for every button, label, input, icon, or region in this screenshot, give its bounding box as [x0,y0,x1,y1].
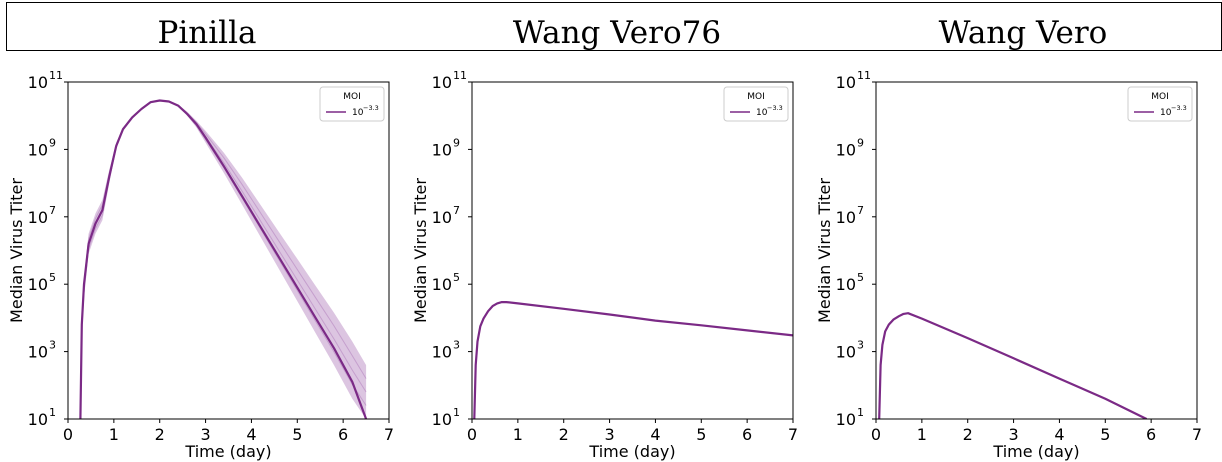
y-tick-exponent: 3 [49,339,56,352]
y-tick-label: 10 [836,140,856,159]
x-tick-label: 5 [1100,425,1110,444]
legend: MOI 10 −3.3 [723,86,789,122]
x-tick-label: 0 [63,425,73,444]
x-tick-label: 1 [109,425,119,444]
y-tick-label: 10 [836,73,856,92]
y-tick-exponent: 5 [857,271,864,284]
legend-label-exponent: −3.3 [1171,104,1187,112]
x-tick-label: 1 [917,425,927,444]
plot-area [79,99,368,419]
axes-frame [67,81,390,420]
axes-frame [471,81,794,420]
spread-line-3 [79,99,367,419]
y-tick-label: 10 [836,343,856,362]
series-line [878,312,1148,419]
y-tick-exponent: 5 [453,271,460,284]
legend-label-base: 10 [756,108,768,118]
x-tick-label: 0 [871,425,881,444]
x-tick-label: 7 [1192,425,1202,444]
y-tick-exponent: 11 [857,69,871,82]
plot-area [878,312,1148,419]
y-tick-exponent: 7 [49,204,56,217]
y-tick-label: 10 [28,140,48,159]
x-axis-label: Time (day) [588,442,675,461]
legend-title: MOI [1151,92,1169,102]
x-tick-label: 3 [1008,425,1018,444]
x-tick-label: 6 [338,425,348,444]
legend-title: MOI [343,92,361,102]
y-tick-exponent: 11 [49,69,63,82]
y-axis-label: Median Virus Titer [7,178,26,323]
x-tick-label: 7 [788,425,798,444]
x-tick-label: 7 [384,425,394,444]
y-tick-exponent: 11 [453,69,467,82]
panel-title-wang-vero76: Wang Vero76 [512,15,722,51]
legend: MOI 10 −3.3 [319,86,385,122]
y-tick-exponent: 1 [453,406,460,419]
legend-label-exponent: −3.3 [767,104,783,112]
title-bar: Pinilla Wang Vero76 Wang Vero [6,2,1222,51]
y-tick-label: 10 [432,343,452,362]
x-tick-label: 1 [513,425,523,444]
x-tick-label: 3 [604,425,614,444]
x-tick-label: 6 [742,425,752,444]
y-tick-exponent: 3 [857,339,864,352]
y-tick-exponent: 3 [453,339,460,352]
y-tick-label: 10 [28,410,48,429]
series-line [79,99,368,419]
y-tick-label: 10 [836,275,856,294]
y-tick-label: 10 [432,208,452,227]
x-tick-label: 5 [292,425,302,444]
axes-frame [875,81,1198,420]
x-axis-label: Time (day) [992,442,1079,461]
x-tick-label: 3 [200,425,210,444]
x-axis-label: Time (day) [184,442,271,461]
uncertainty-band [80,100,367,419]
y-tick-label: 10 [28,343,48,362]
y-tick-exponent: 7 [857,204,864,217]
legend-label-base: 10 [1160,108,1172,118]
y-tick-label: 10 [28,208,48,227]
y-tick-exponent: 1 [857,406,864,419]
y-tick-label: 10 [432,275,452,294]
y-tick-label: 10 [28,73,48,92]
x-tick-label: 2 [155,425,165,444]
x-tick-label: 4 [650,425,660,444]
y-axis-label: Median Virus Titer [411,178,430,323]
y-tick-label: 10 [432,410,452,429]
y-tick-exponent: 9 [453,136,460,149]
legend-label-base: 10 [352,108,364,118]
legend: MOI 10 −3.3 [1127,86,1193,122]
x-tick-label: 2 [559,425,569,444]
x-tick-label: 0 [467,425,477,444]
spread-line-1 [79,100,367,419]
y-tick-exponent: 9 [857,136,864,149]
y-tick-label: 10 [836,410,856,429]
panel-title-pinilla: Pinilla [157,15,257,51]
x-tick-label: 6 [1146,425,1156,444]
spread-line-2 [79,99,367,419]
y-tick-exponent: 7 [453,204,460,217]
y-tick-label: 10 [836,208,856,227]
plot-area [473,301,793,419]
y-tick-exponent: 5 [49,271,56,284]
y-tick-exponent: 9 [49,136,56,149]
y-axis-label: Median Virus Titer [815,178,834,323]
y-tick-label: 10 [432,73,452,92]
legend-title: MOI [747,92,765,102]
y-tick-label: 10 [28,275,48,294]
panel-title-wang-vero: Wang Vero [938,15,1108,51]
series-line [473,301,793,419]
x-tick-label: 4 [246,425,256,444]
x-tick-label: 4 [1054,425,1064,444]
y-tick-label: 10 [432,140,452,159]
x-tick-label: 2 [963,425,973,444]
y-tick-exponent: 1 [49,406,56,419]
legend-label-exponent: −3.3 [363,104,379,112]
x-tick-label: 5 [696,425,706,444]
